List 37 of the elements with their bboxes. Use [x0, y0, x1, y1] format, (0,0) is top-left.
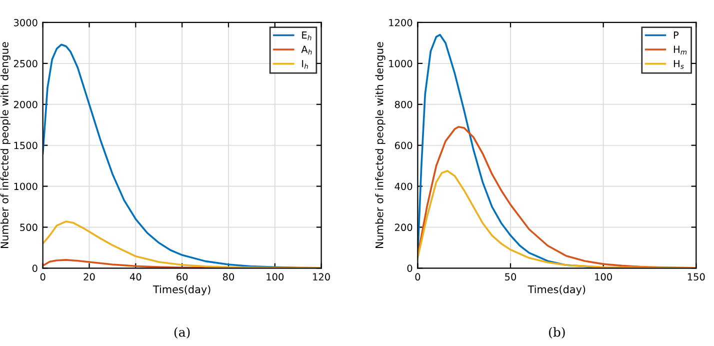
x-tick-label: 80	[222, 273, 234, 281]
y-tick-label: 3000	[14, 18, 38, 26]
x-tick-label: 50	[505, 273, 516, 281]
x-tick-label: 20	[84, 273, 95, 281]
legend-label: H$_{m}$	[674, 46, 687, 54]
y-tick-label: 0	[407, 264, 412, 272]
y-tick-label: 1500	[14, 142, 38, 150]
y-axis-title: Number of infected people with dengue	[0, 42, 10, 248]
y-tick-label: 0	[32, 264, 38, 272]
y-tick-label: 800	[394, 100, 412, 108]
x-tick-label: 40	[130, 273, 142, 281]
x-tick-label: 100	[595, 273, 612, 281]
x-tick-label: 0	[40, 273, 46, 281]
y-tick-label: 1000	[14, 182, 38, 190]
legend-label: I$_{h}$	[302, 60, 308, 69]
text: (b)	[549, 327, 565, 339]
x-axis-title: Times(day)	[528, 285, 586, 296]
x-tick-label: 150	[688, 273, 705, 281]
x-tick-label: 120	[313, 273, 330, 281]
x-tick-label: 100	[266, 273, 284, 281]
legend-label: A$_{h}$	[301, 46, 312, 54]
y-tick-label: 400	[394, 182, 412, 190]
x-tick-label: 60	[176, 273, 188, 281]
y-axis-title: Number of infected people with dengue	[375, 42, 386, 248]
legend-label: P	[674, 32, 679, 39]
y-tick-label: 200	[394, 224, 412, 232]
y-tick-label: 1200	[389, 18, 412, 26]
y-tick-label: 1000	[389, 60, 412, 68]
y-tick-label: 500	[20, 224, 38, 232]
legend-label: E$_{h}$	[302, 32, 312, 40]
text: (a)	[174, 327, 190, 339]
y-tick-label: 2500	[14, 60, 38, 68]
y-tick-label: 2000	[14, 100, 38, 108]
x-axis-title: Times(day)	[152, 285, 210, 296]
legend-label: H$_{s}$	[674, 60, 684, 69]
x-tick-label: 0	[415, 273, 420, 281]
y-tick-label: 600	[394, 142, 412, 150]
